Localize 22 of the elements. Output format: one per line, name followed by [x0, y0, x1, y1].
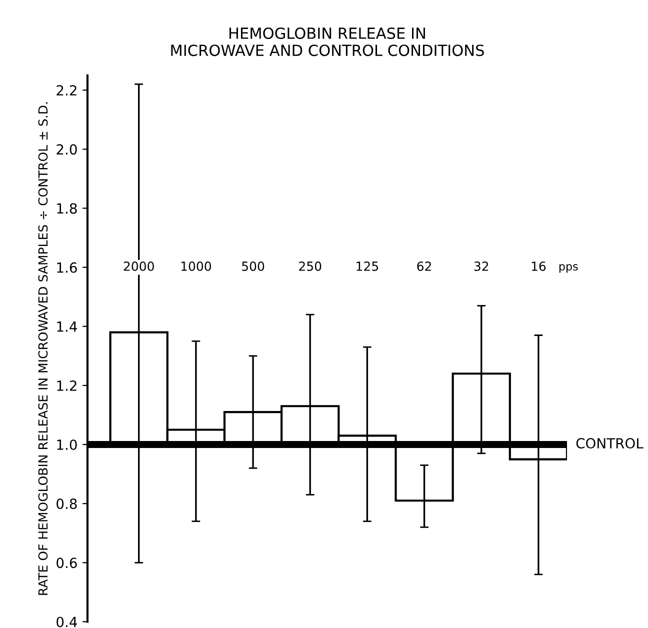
x-tick-label: 16 — [532, 261, 546, 271]
y-tick-label: 2.0 — [56, 144, 77, 155]
x-tick-label: 1000 — [181, 261, 212, 271]
y-tick-label: 2.2 — [56, 85, 76, 96]
x-tick-label: 250 — [299, 261, 322, 271]
x-tick-label: 2000 — [124, 261, 154, 271]
y-axis-title: RATE OF HEMOGLOBIN RELEASE IN MICROWAVED SAMPLES ÷ CONTROL ± S.D. — [38, 102, 48, 595]
x-tick-label: 62 — [417, 261, 431, 271]
y-tick-label: 0.4 — [56, 616, 77, 628]
ref-line-label: CONTROL — [576, 438, 644, 449]
x-tick-label: 500 — [242, 261, 264, 271]
y-tick-label: 0.8 — [56, 498, 77, 510]
y-tick-label: 1.0 — [57, 439, 77, 450]
y-tick-label: 1.6 — [57, 262, 77, 273]
chart-title: HEMOGLOBIN RELEASE IN MICROWAVE AND CONTROL CONDITIONS — [171, 27, 484, 56]
y-tick-label: 1.2 — [57, 380, 76, 391]
y-tick-label: 1.8 — [57, 203, 77, 214]
x-tick-label: 125 — [356, 261, 378, 271]
y-tick-label: 1.4 — [57, 322, 77, 332]
x-tick-label: 32 — [474, 261, 488, 271]
annotation: pps — [559, 264, 578, 273]
y-tick-label: 0.6 — [56, 558, 77, 568]
